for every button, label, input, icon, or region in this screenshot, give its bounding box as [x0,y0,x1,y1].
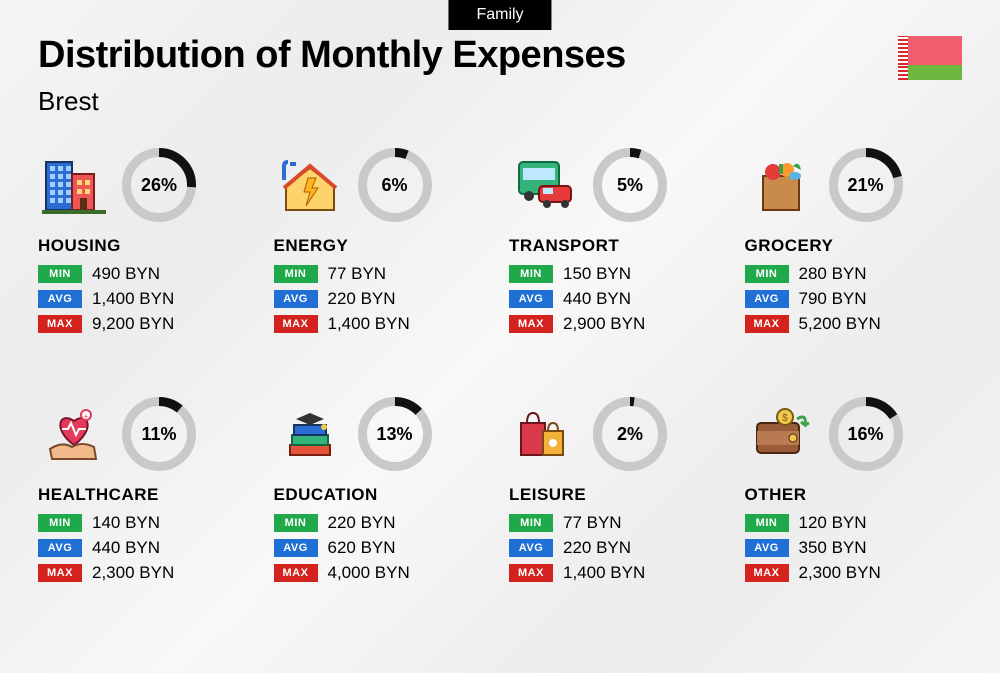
pct-value: 21% [829,148,903,222]
max-tag: MAX [509,315,553,333]
min-value: 120 BYN [799,513,867,533]
avg-value: 620 BYN [328,538,396,558]
max-tag: MAX [38,315,82,333]
card-other: $ 16% OTHER MIN 120 BYN AVG 350 BYN MAX 2,3… [745,397,963,588]
avg-tag: AVG [745,539,789,557]
min-value: 77 BYN [563,513,622,533]
wallet-icon: $ [745,402,817,466]
min-tag: MIN [509,514,553,532]
max-tag: MAX [274,315,318,333]
max-tag: MAX [274,564,318,582]
max-value: 5,200 BYN [799,314,881,334]
pct-ring-education: 13% [358,397,432,471]
avg-value: 220 BYN [328,289,396,309]
max-value: 2,300 BYN [799,563,881,583]
category-name: EDUCATION [274,485,492,505]
svg-text:$: $ [782,413,788,424]
energy-house-icon [274,153,346,217]
card-education: 13% EDUCATION MIN 220 BYN AVG 620 BYN MAX 4… [274,397,492,588]
avg-value: 1,400 BYN [92,289,174,309]
max-tag: MAX [38,564,82,582]
min-tag: MIN [274,265,318,283]
flag-red [908,36,962,65]
pct-value: 16% [829,397,903,471]
max-value: 1,400 BYN [328,314,410,334]
page-title: Distribution of Monthly Expenses [38,34,626,77]
min-tag: MIN [745,265,789,283]
flag-ornament [898,36,908,65]
pct-ring-other: 16% [829,397,903,471]
pct-ring-energy: 6% [358,148,432,222]
pct-value: 26% [122,148,196,222]
pct-ring-leisure: 2% [593,397,667,471]
category-name: ENERGY [274,236,492,256]
shopping-bags-icon [509,402,581,466]
avg-value: 350 BYN [799,538,867,558]
badge: Family [448,0,551,30]
avg-value: 440 BYN [92,538,160,558]
heart-hand-icon: + [38,402,110,466]
category-name: OTHER [745,485,963,505]
flag-green [908,65,962,80]
min-tag: MIN [38,514,82,532]
pct-ring-grocery: 21% [829,148,903,222]
min-tag: MIN [38,265,82,283]
grad-books-icon [274,402,346,466]
pct-ring-transport: 5% [593,148,667,222]
avg-tag: AVG [38,290,82,308]
pct-value: 6% [358,148,432,222]
max-value: 2,300 BYN [92,563,174,583]
min-value: 140 BYN [92,513,160,533]
bus-car-icon [509,153,581,217]
svg-text:+: + [84,412,89,421]
max-tag: MAX [745,315,789,333]
max-value: 4,000 BYN [328,563,410,583]
avg-value: 220 BYN [563,538,631,558]
avg-tag: AVG [274,539,318,557]
category-name: GROCERY [745,236,963,256]
pct-value: 5% [593,148,667,222]
min-tag: MIN [509,265,553,283]
avg-tag: AVG [38,539,82,557]
min-value: 490 BYN [92,264,160,284]
card-housing: 26% HOUSING MIN 490 BYN AVG 1,400 BYN MAX 9… [38,148,256,339]
min-tag: MIN [274,514,318,532]
avg-tag: AVG [745,290,789,308]
buildings-icon [38,153,110,217]
card-energy: 6% ENERGY MIN 77 BYN AVG 220 BYN MAX 1,400 … [274,148,492,339]
pct-value: 13% [358,397,432,471]
min-value: 280 BYN [799,264,867,284]
max-value: 9,200 BYN [92,314,174,334]
card-grocery: 21% GROCERY MIN 280 BYN AVG 790 BYN MAX 5,2… [745,148,963,339]
category-name: HEALTHCARE [38,485,256,505]
pct-value: 11% [122,397,196,471]
avg-tag: AVG [509,539,553,557]
flag-ornament [898,65,908,80]
pct-value: 2% [593,397,667,471]
max-tag: MAX [745,564,789,582]
min-tag: MIN [745,514,789,532]
category-name: LEISURE [509,485,727,505]
flag-belarus [898,36,962,80]
avg-tag: AVG [274,290,318,308]
avg-tag: AVG [509,290,553,308]
page-subtitle: Brest [38,86,99,117]
min-value: 220 BYN [328,513,396,533]
max-value: 1,400 BYN [563,563,645,583]
category-grid: 26% HOUSING MIN 490 BYN AVG 1,400 BYN MAX 9… [38,148,962,588]
card-leisure: 2% LEISURE MIN 77 BYN AVG 220 BYN MAX 1,400… [509,397,727,588]
min-value: 150 BYN [563,264,631,284]
max-value: 2,900 BYN [563,314,645,334]
pct-ring-healthcare: 11% [122,397,196,471]
grocery-bag-icon [745,153,817,217]
avg-value: 790 BYN [799,289,867,309]
pct-ring-housing: 26% [122,148,196,222]
card-healthcare: + 11% HEALTHCARE MIN 140 BYN AVG 440 BYN M… [38,397,256,588]
min-value: 77 BYN [328,264,387,284]
category-name: TRANSPORT [509,236,727,256]
card-transport: 5% TRANSPORT MIN 150 BYN AVG 440 BYN MAX 2,… [509,148,727,339]
avg-value: 440 BYN [563,289,631,309]
category-name: HOUSING [38,236,256,256]
max-tag: MAX [509,564,553,582]
